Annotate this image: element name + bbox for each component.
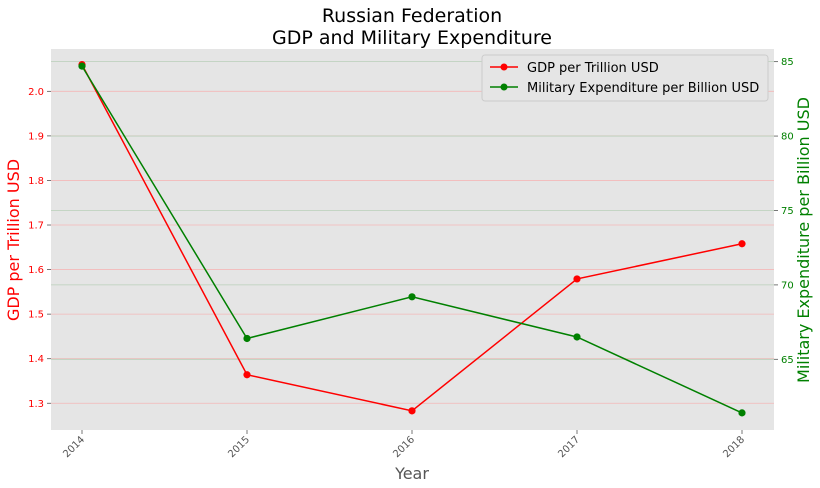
data-point-gdp [738, 240, 746, 248]
left-tick-label: 1.3 [28, 399, 44, 410]
left-tick-label: 1.5 [28, 310, 44, 321]
left-tick-label: 1.8 [28, 176, 44, 187]
right-tick-label: 80 [781, 132, 794, 143]
x-axis-ticks: 2014 2015 2016 2017 2018 [61, 430, 747, 460]
left-tick-label: 1.4 [28, 354, 44, 365]
left-tick-label: 1.6 [28, 265, 44, 276]
right-tick-label: 65 [781, 355, 794, 366]
x-axis-label: Year [394, 464, 429, 483]
left-tick-label: 1.9 [28, 131, 44, 142]
legend-box [481, 54, 769, 102]
right-tick-label: 75 [781, 206, 794, 217]
left-tick-label: 1.7 [28, 221, 44, 232]
legend-label-military: Military Expenditure per Billion USD [527, 81, 759, 96]
chart-title-line-2: GDP and Military Expenditure [272, 27, 552, 49]
left-axis-label: GDP per Trillion USD [4, 159, 23, 321]
series-layer [78, 60, 746, 417]
x-tick-label: 2014 [61, 434, 87, 460]
right-axis-label: Military Expenditure per Billion USD [794, 97, 813, 383]
x-tick-label: 2017 [556, 434, 582, 460]
right-tick-label: 70 [781, 280, 794, 291]
x-tick-label: 2016 [391, 434, 417, 460]
chart-title-line-1: Russian Federation [322, 5, 502, 27]
right-axis-ticks: 65 70 75 80 85 [774, 57, 794, 366]
data-point-gdp [243, 371, 251, 379]
legend-marker-gdp [500, 63, 508, 71]
legend: GDP per Trillion USD Military Expenditur… [481, 54, 769, 102]
left-tick-label: 2.0 [28, 87, 44, 98]
x-tick-label: 2018 [721, 434, 747, 460]
legend-marker-military [500, 83, 508, 91]
data-point-military [408, 293, 416, 301]
data-point-gdp [573, 275, 581, 283]
data-point-military [573, 333, 581, 341]
right-tick-label: 85 [781, 57, 794, 68]
data-point-military [78, 62, 86, 70]
left-axis-ticks: 1.3 1.4 1.5 1.6 1.7 1.8 1.9 2.0 [28, 87, 51, 410]
plot-area [51, 49, 774, 430]
data-point-military [243, 334, 251, 343]
legend-label-gdp: GDP per Trillion USD [527, 61, 659, 76]
x-tick-label: 2015 [226, 434, 252, 460]
data-point-gdp [408, 407, 416, 415]
data-point-military [738, 409, 746, 417]
